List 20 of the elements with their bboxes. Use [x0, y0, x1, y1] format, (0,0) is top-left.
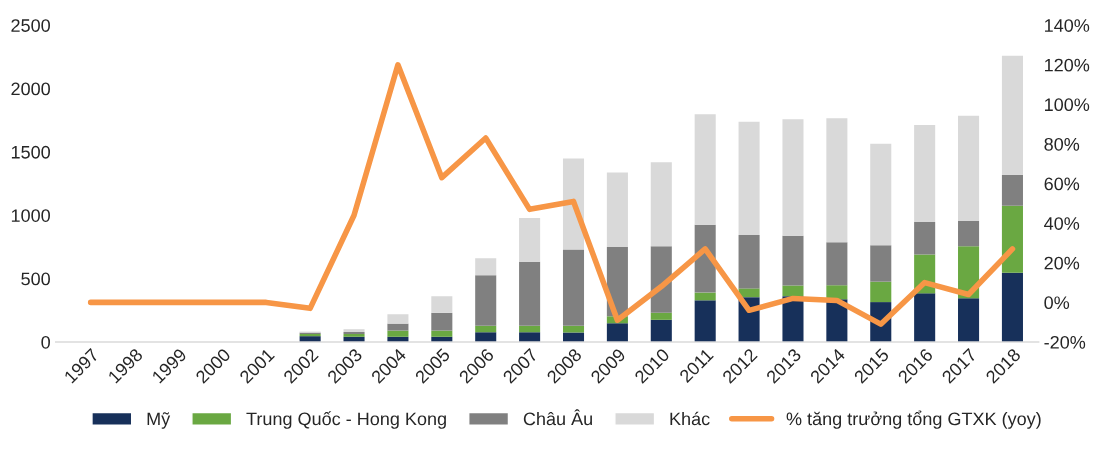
y2-tick-label: 80%: [1044, 137, 1080, 151]
legend-label: % tăng trưởng tổng GTXK (yoy): [786, 410, 1041, 429]
y-tick-label: 1000: [11, 209, 50, 222]
legend-label: Mỹ: [147, 412, 171, 429]
y2-tick-label: 40%: [1044, 217, 1080, 230]
legend-label: Trung Quốc - Hong Kong: [246, 411, 446, 429]
y2-tick-label: 140%: [1045, 19, 1090, 32]
y-tick-label: 0: [41, 335, 50, 349]
y2-tick-label: 60%: [1044, 177, 1080, 191]
y2-tick-label: -20%: [1044, 335, 1086, 349]
y2-tick-label: 20%: [1044, 256, 1080, 270]
y-tick-label: 500: [21, 272, 50, 286]
y2-tick-label: 0%: [1044, 296, 1070, 310]
y2-tick-label: 120%: [1045, 58, 1090, 72]
y-tick-label: 1500: [11, 145, 50, 159]
y-tick-label: 2500: [11, 19, 50, 32]
legend-label: Châu Âu: [523, 409, 592, 426]
y-tick-label: 2000: [11, 82, 50, 96]
y2-tick-label: 100%: [1045, 98, 1090, 112]
legend-label: Khác: [670, 411, 710, 426]
